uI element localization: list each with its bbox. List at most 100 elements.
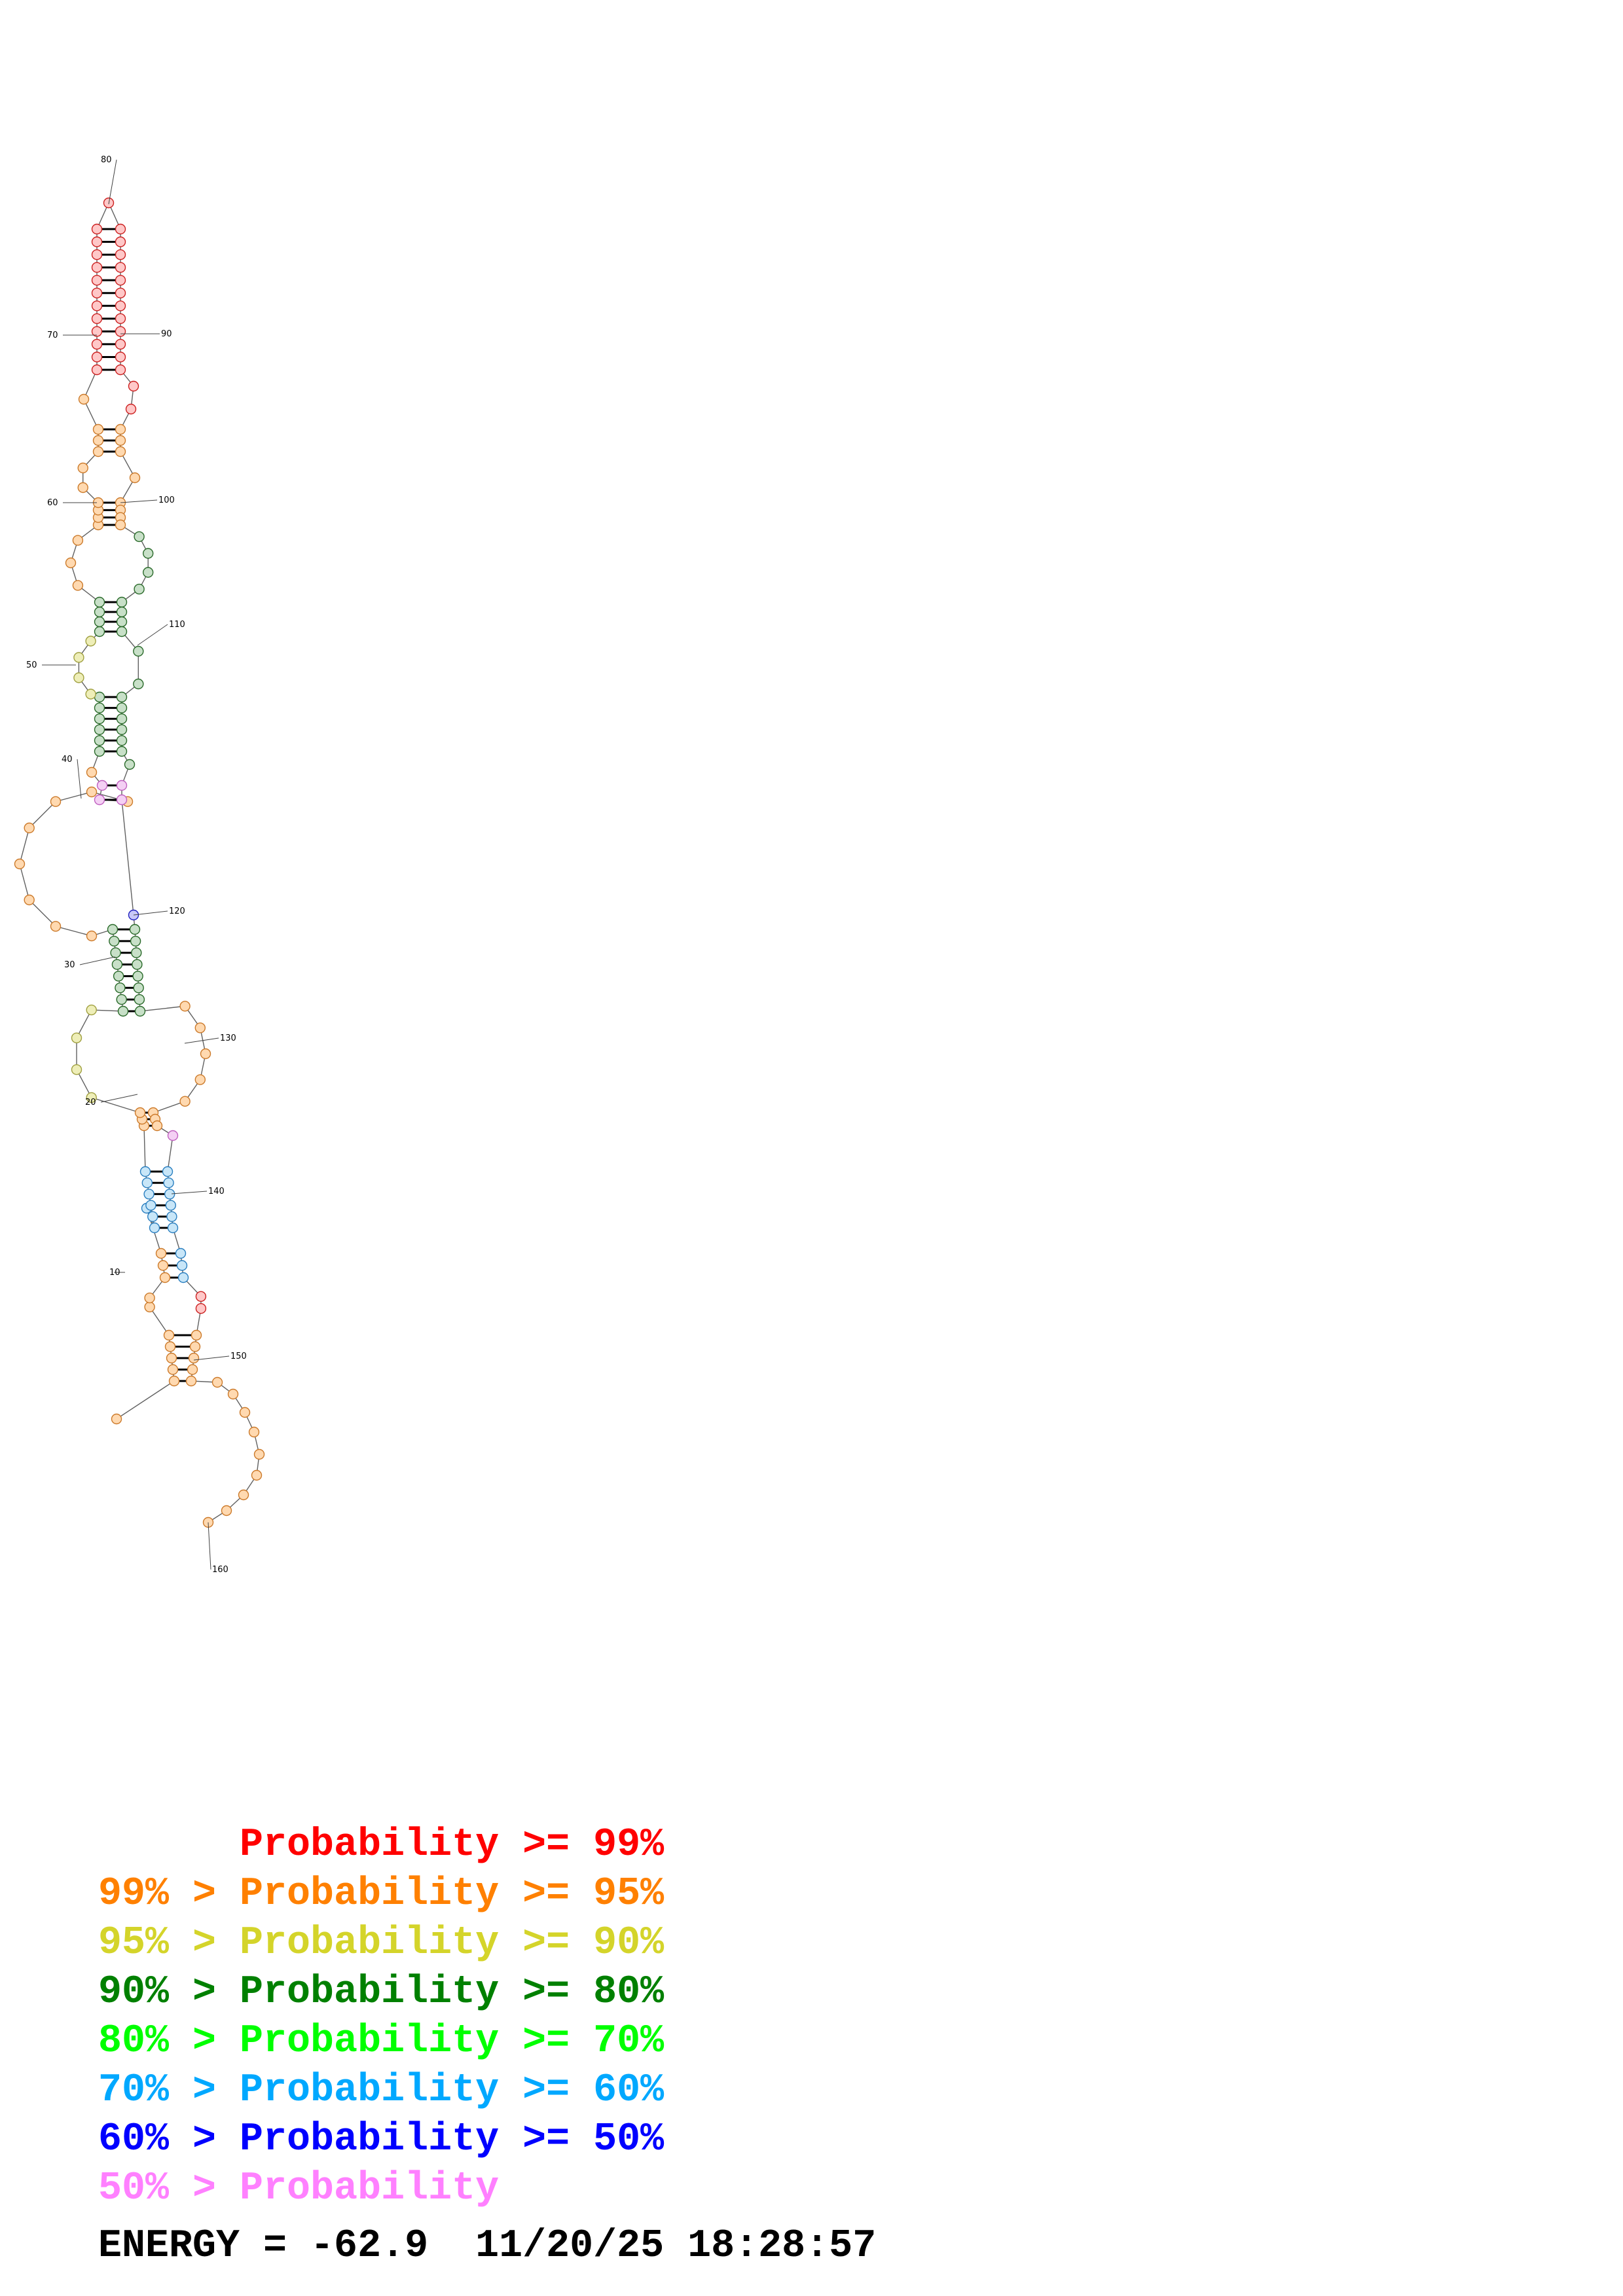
nucleotide [166, 1211, 177, 1223]
legend-line-5: 80% > Probability >= 70% [98, 2019, 665, 2064]
nucleotide [94, 713, 105, 725]
nucleotide [71, 1064, 82, 1075]
nucleotide [185, 1375, 197, 1387]
nucleotide [65, 557, 77, 569]
base-pairs [101, 228, 192, 1382]
energy-timestamp: ENERGY = -62.9 11/20/25 18:28:57 [98, 2224, 877, 2269]
nucleotide [168, 1375, 180, 1387]
nucleotide [115, 223, 126, 235]
nucleotide [107, 924, 119, 935]
nucleotide [253, 1448, 265, 1460]
nucleotide [115, 982, 126, 994]
nucleotide [163, 1329, 175, 1341]
nucleotide [115, 287, 126, 298]
position-label-leader [184, 1037, 219, 1044]
nucleotide [71, 1032, 82, 1044]
nucleotide [116, 626, 128, 637]
nucleotide [144, 1301, 155, 1313]
nucleotide [91, 262, 103, 273]
nucleotide [92, 423, 104, 435]
position-label: 140 [208, 1187, 225, 1196]
nucleotide [189, 1341, 201, 1352]
position-label: 70 [47, 331, 58, 340]
backbone-line [19, 202, 260, 1523]
nucleotide [77, 482, 88, 493]
nucleotide [92, 435, 104, 446]
legend-line-3: 95% > Probability >= 90% [98, 1921, 665, 1965]
nucleotide [129, 472, 141, 484]
nucleotide [50, 921, 62, 932]
nucleotide [211, 1376, 223, 1388]
nucleotide [72, 580, 84, 591]
nucleotide [134, 1107, 146, 1119]
nucleotide [239, 1407, 251, 1418]
nucleotide [110, 947, 121, 958]
nucleotide [91, 351, 103, 363]
nucleotide [111, 959, 123, 970]
nucleotide [157, 1260, 169, 1271]
nucleotide [166, 1352, 177, 1364]
nucleotide [94, 724, 105, 736]
backbone [19, 202, 260, 1523]
nucleotide [116, 713, 128, 725]
nucleotide [238, 1489, 249, 1501]
nucleotide [77, 462, 88, 474]
nucleotide [115, 423, 126, 435]
nucleotide [194, 1074, 206, 1085]
nucleotide [131, 947, 142, 958]
nucleotide [179, 1001, 191, 1012]
nucleotide [187, 1364, 198, 1375]
legend-line-2: 99% > Probability >= 95% [98, 1872, 665, 1916]
nucleotide [94, 596, 105, 608]
position-label: 150 [230, 1352, 247, 1361]
nucleotide [115, 249, 126, 260]
position-label: 130 [220, 1033, 236, 1043]
nucleotide [85, 636, 96, 647]
nucleotide [191, 1329, 202, 1341]
nucleotide [116, 780, 128, 791]
nucleotide [145, 1200, 156, 1211]
position-label: 80 [101, 155, 112, 165]
nucleotide [94, 616, 105, 628]
nucleotide [175, 1247, 187, 1259]
nucleotide [86, 1004, 97, 1016]
nucleotide [86, 930, 98, 942]
position-label-leader [171, 1191, 208, 1194]
nucleotide [195, 1302, 207, 1314]
nucleotide [195, 1291, 207, 1302]
nucleotide [143, 1189, 155, 1200]
nucleotide [151, 1120, 163, 1132]
position-label-leader [120, 499, 158, 503]
nucleotide [94, 702, 105, 713]
position-label: 20 [85, 1098, 96, 1107]
position-label-leader [137, 624, 168, 646]
nucleotide [91, 287, 103, 298]
nucleotide [248, 1426, 260, 1438]
nucleotide [129, 924, 141, 935]
nucleotide [24, 894, 35, 906]
nucleotide [94, 794, 105, 806]
position-label: 40 [62, 755, 73, 764]
nucleotide [133, 645, 144, 657]
nucleotide [73, 652, 84, 663]
nucleotide [134, 531, 145, 543]
position-label: 120 [169, 906, 185, 916]
nucleotide [117, 1005, 129, 1017]
position-label-leader [193, 1355, 230, 1361]
nucleotide [50, 796, 62, 807]
legend-line-4: 90% > Probability >= 80% [98, 1970, 665, 2015]
nucleotide [94, 626, 105, 637]
nucleotide [96, 780, 108, 791]
nucleotide [115, 519, 126, 531]
nucleotide [109, 935, 120, 947]
nucleotide [113, 971, 124, 982]
nucleotide [116, 745, 128, 757]
nucleotide [115, 326, 126, 337]
nucleotide [94, 606, 105, 618]
nucleotide [116, 735, 128, 746]
position-label: 50 [26, 660, 37, 670]
nucleotide [144, 1292, 155, 1304]
position-label: 60 [47, 498, 58, 508]
nucleotide [91, 249, 103, 260]
nucleotide [159, 1272, 171, 1283]
